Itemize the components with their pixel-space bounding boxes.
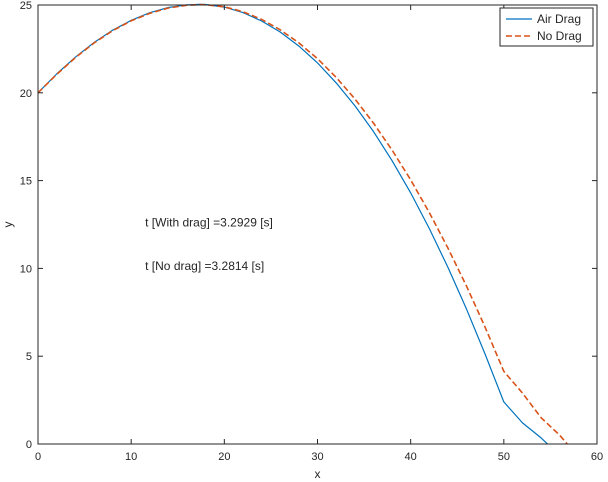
x-tick-label: 40 bbox=[405, 451, 417, 463]
x-tick-label: 60 bbox=[591, 451, 603, 463]
y-tick-label: 10 bbox=[20, 263, 32, 275]
y-tick-label: 0 bbox=[26, 439, 32, 451]
y-tick-label: 5 bbox=[26, 351, 32, 363]
x-axis-label: x bbox=[315, 467, 321, 481]
plot-lines bbox=[37, 3, 568, 445]
series-line-no-drag bbox=[37, 3, 568, 445]
x-tick-label: 0 bbox=[35, 451, 41, 463]
legend-box bbox=[499, 7, 594, 47]
y-tick-label: 20 bbox=[20, 88, 32, 100]
x-tick-label: 30 bbox=[311, 451, 323, 463]
y-tick-label: 25 bbox=[20, 0, 32, 12]
y-axis-label: y bbox=[1, 222, 15, 228]
legend-label: Air Drag bbox=[537, 12, 581, 26]
legend: Air Drag No Drag bbox=[499, 7, 594, 47]
y-tick-label: 15 bbox=[20, 176, 32, 188]
x-tick-label: 20 bbox=[218, 451, 230, 463]
annotation-text: t [With drag] =3.2929 [s] bbox=[145, 215, 273, 229]
axis-ticks: 0 10 20 30 40 50 60 0 5 10 15 20 25 bbox=[20, 0, 603, 463]
x-tick-label: 50 bbox=[498, 451, 510, 463]
annotations: t [With drag] =3.2929 [s] t [No drag] =3.… bbox=[145, 215, 273, 273]
annotation-text: t [No drag] =3.2814 [s] bbox=[145, 259, 264, 273]
legend-label: No Drag bbox=[537, 29, 582, 43]
series-line-air-drag bbox=[37, 3, 549, 445]
x-tick-label: 10 bbox=[125, 451, 137, 463]
